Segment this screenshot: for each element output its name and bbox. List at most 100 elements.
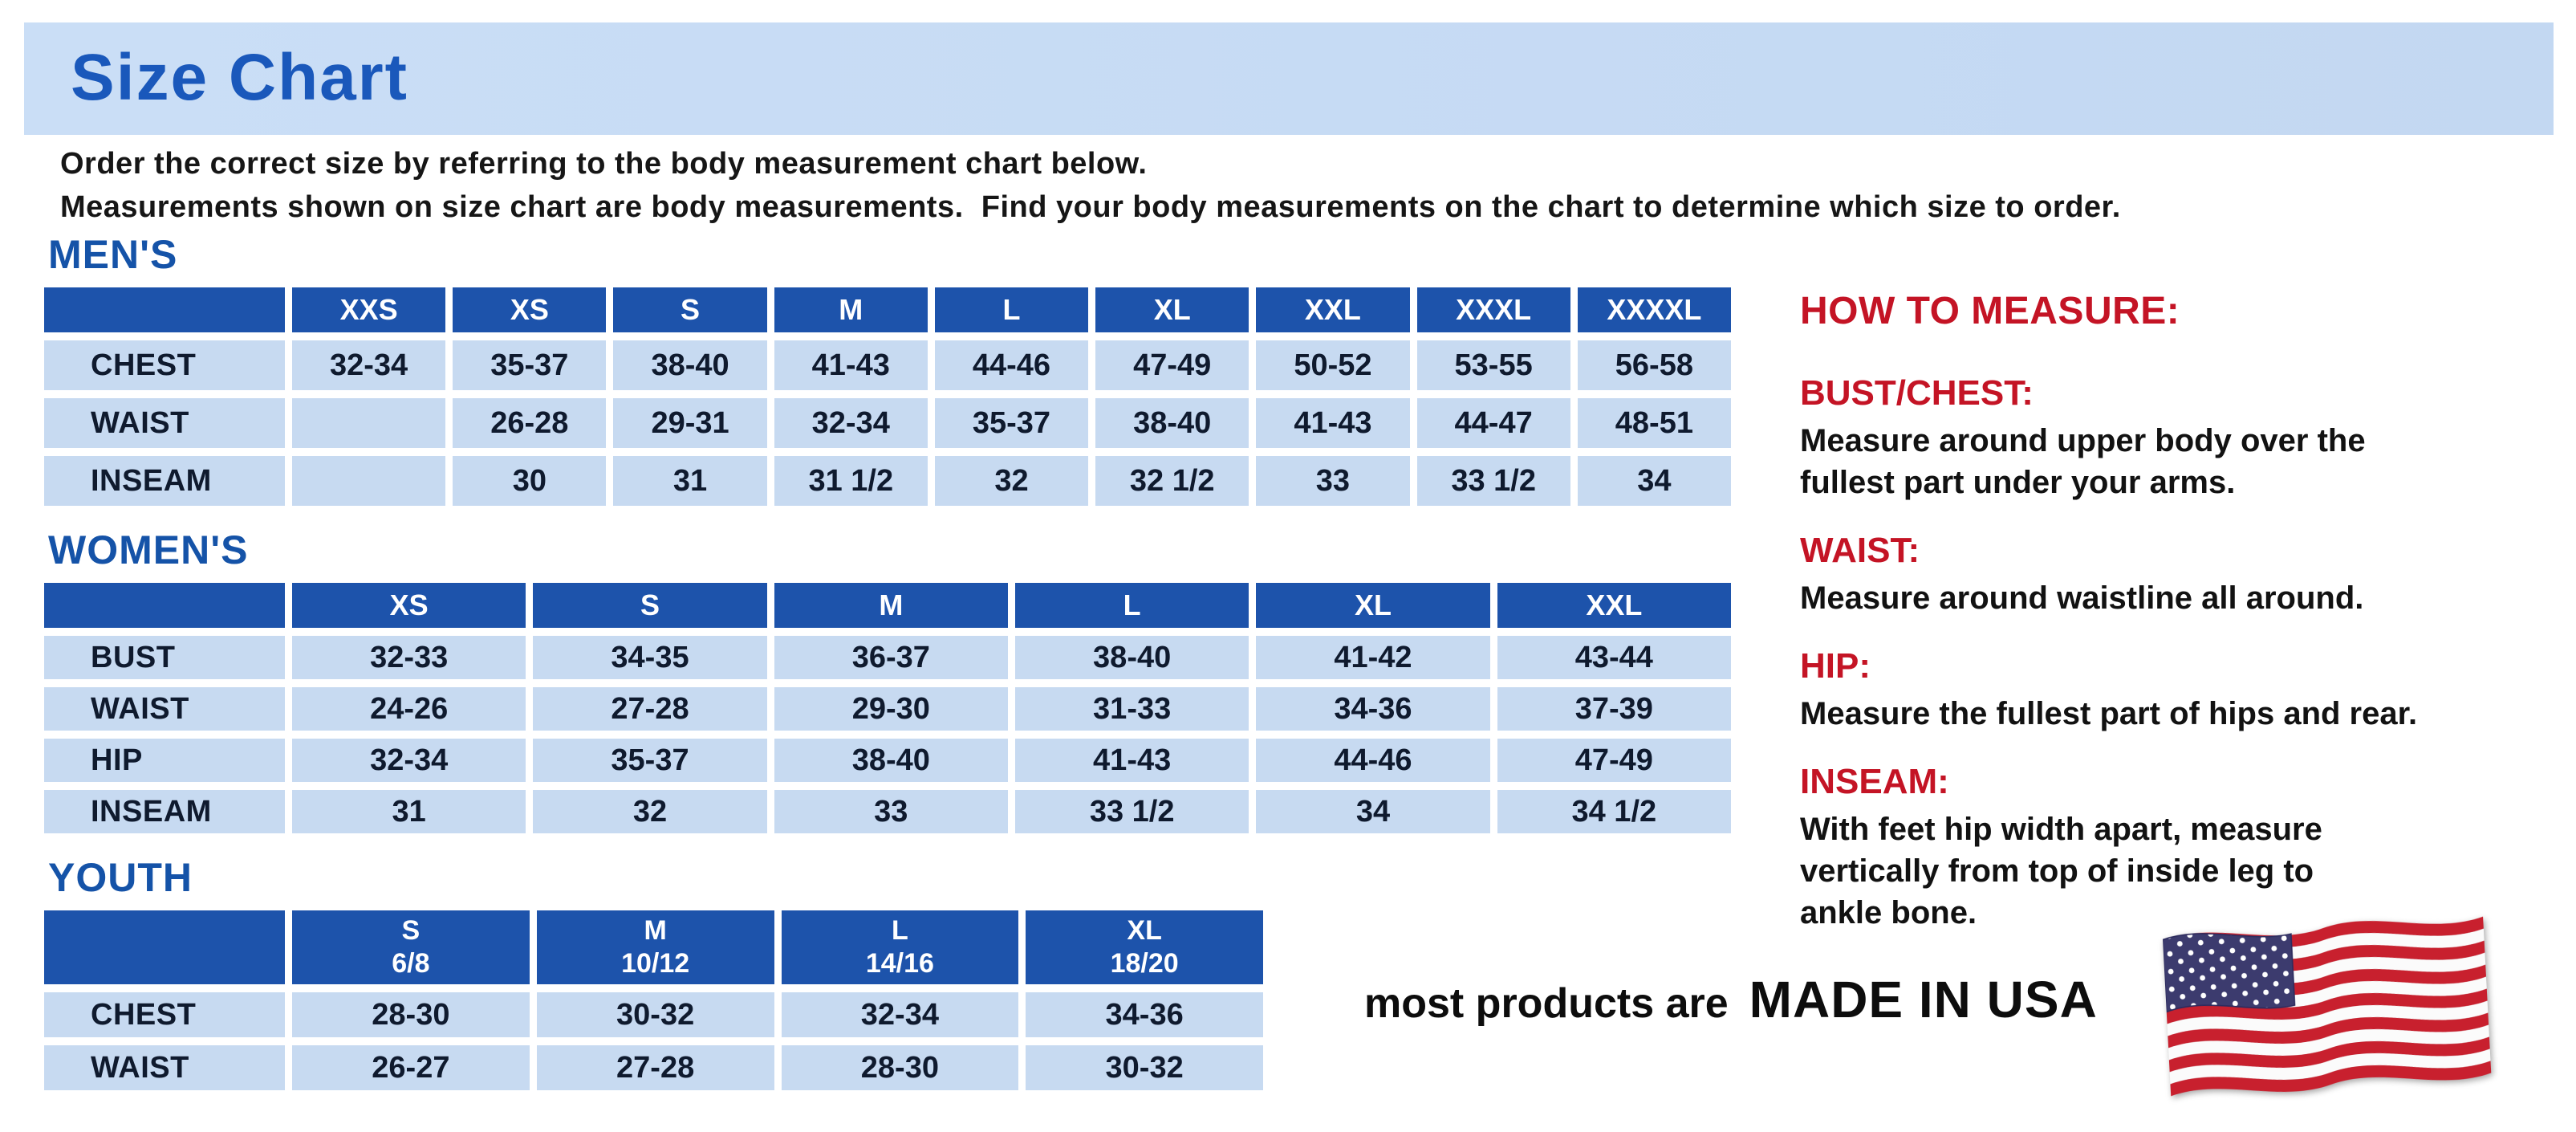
measurement-row-label: WAIST (44, 687, 285, 731)
measurement-row-label: CHEST (44, 340, 285, 390)
intro-line-1: Order the correct size by referring to t… (60, 147, 1148, 181)
size-column-header: M (774, 583, 1008, 628)
size-value-cell: 32-34 (292, 739, 526, 782)
size-value-cell: 41-42 (1256, 636, 1490, 679)
size-value-cell: 38-40 (774, 739, 1008, 782)
table-corner-cell (44, 583, 285, 628)
size-value-cell: 56-58 (1577, 340, 1731, 390)
size-value-cell: 44-46 (1256, 739, 1490, 782)
size-value-cell: 35-37 (533, 739, 767, 782)
measurement-row-label: BUST (44, 636, 285, 679)
size-value-cell: 32 (934, 456, 1089, 506)
size-value-cell: 38-40 (613, 340, 767, 390)
size-value-cell: 34-36 (1026, 992, 1263, 1037)
table-corner-cell (44, 287, 285, 332)
size-value-cell (292, 398, 446, 448)
section-heading-youth: YOUTH (48, 855, 193, 900)
measure-label-inseam: INSEAM: (1800, 762, 1949, 801)
made-in-usa-text: MADE IN USA (1749, 971, 2098, 1028)
size-value-cell: 29-31 (613, 398, 767, 448)
size-value-cell: 32-33 (292, 636, 526, 679)
size-column-header: XXL (1497, 583, 1731, 628)
size-value-cell: 26-27 (292, 1045, 530, 1090)
size-value-cell: 28-30 (781, 1045, 1019, 1090)
measurement-row-label: INSEAM (44, 456, 285, 506)
measure-text-hip: Measure the fullest part of hips and rea… (1800, 696, 2418, 731)
measure-label-hip: HIP: (1800, 646, 1871, 686)
size-value-cell (292, 456, 446, 506)
intro-text: Order the correct size by referring to t… (60, 146, 2121, 233)
size-column-header: M 10/12 (536, 910, 774, 984)
measurement-row-label: WAIST (44, 1045, 285, 1090)
intro-line-2: Measurements shown on size chart are bod… (60, 190, 2121, 224)
measure-label-waist: WAIST: (1800, 531, 1920, 570)
size-column-header: M (774, 287, 928, 332)
size-value-cell: 44-47 (1416, 398, 1570, 448)
youth-size-table: S 6/8 M 10/12 L 14/16 XL 18/20 CHEST 28-30 30-… (37, 902, 1754, 1098)
size-table: S 6/8 M 10/12 L 14/16 XL 18/20 CHEST 28-30 30-… (37, 902, 1270, 1098)
size-value-cell: 47-49 (1095, 340, 1249, 390)
size-column-header: XXS (292, 287, 446, 332)
size-column-header: XS (292, 583, 526, 628)
size-column-header: XXXXL (1577, 287, 1731, 332)
size-value-cell: 37-39 (1497, 687, 1731, 731)
size-value-cell: 29-30 (774, 687, 1008, 731)
size-value-cell: 33 (774, 790, 1008, 833)
measurement-row-label: HIP (44, 739, 285, 782)
size-value-cell: 35-37 (934, 398, 1089, 448)
size-value-cell: 24-26 (292, 687, 526, 731)
size-column-header: L (1014, 583, 1249, 628)
size-table: XS S M L XL XXL BUST 32-33 34-35 36-37 38-40 41-42 4… (37, 575, 1738, 841)
size-value-cell: 41-43 (1014, 739, 1249, 782)
size-value-cell: 28-30 (292, 992, 530, 1037)
size-value-cell: 48-51 (1577, 398, 1731, 448)
size-column-header: XL 18/20 (1026, 910, 1263, 984)
measurement-row-label: WAIST (44, 398, 285, 448)
measurement-row-label: CHEST (44, 992, 285, 1037)
measure-label-bust-chest: BUST/CHEST: (1800, 373, 2034, 413)
size-value-cell: 34-36 (1256, 687, 1490, 731)
how-to-measure-panel: HOW TO MEASURE: BUST/CHEST: Measure arou… (1800, 289, 2546, 934)
size-column-header: XL (1095, 287, 1249, 332)
size-value-cell: 31-33 (1014, 687, 1249, 731)
measure-text-inseam: With feet hip width apart, measure verti… (1800, 812, 2322, 930)
title-banner: Size Chart (24, 22, 2554, 135)
size-value-cell: 30-32 (536, 992, 774, 1037)
size-column-header: L 14/16 (781, 910, 1019, 984)
size-value-cell: 33 (1256, 456, 1410, 506)
size-value-cell: 41-43 (774, 340, 928, 390)
size-value-cell: 32 1/2 (1095, 456, 1249, 506)
usa-flag-icon (2162, 912, 2492, 1112)
size-value-cell: 27-28 (536, 1045, 774, 1090)
size-value-cell: 35-37 (453, 340, 607, 390)
size-column-header: S 6/8 (292, 910, 530, 984)
size-value-cell: 33 1/2 (1416, 456, 1570, 506)
size-value-cell: 43-44 (1497, 636, 1731, 679)
size-table: XXS XS S M L XL XXL XXXL XXXXL CHEST 32-34 35-37 38-… (37, 279, 1738, 514)
size-value-cell: 53-55 (1416, 340, 1570, 390)
size-value-cell: 27-28 (533, 687, 767, 731)
size-value-cell: 33 1/2 (1014, 790, 1249, 833)
section-heading-mens: MEN'S (48, 232, 178, 277)
size-value-cell: 34 (1577, 456, 1731, 506)
size-value-cell: 32-34 (774, 398, 928, 448)
section-heading-womens: WOMEN'S (48, 527, 249, 572)
size-column-header: XXL (1256, 287, 1410, 332)
womens-size-table: XS S M L XL XXL BUST 32-33 34-35 36-37 38-40 41-42 4… (37, 575, 1754, 841)
size-value-cell: 50-52 (1256, 340, 1410, 390)
size-column-header: XL (1256, 583, 1490, 628)
table-corner-cell (44, 910, 285, 984)
made-in-usa-prefix: most products are (1364, 980, 1729, 1027)
measure-text-waist: Measure around waistline all around. (1800, 580, 2364, 616)
measure-text-bust-chest: Measure around upper body over the fulle… (1800, 423, 2366, 500)
size-value-cell: 34 (1256, 790, 1490, 833)
size-value-cell: 31 (292, 790, 526, 833)
made-in-usa-note: most products are MADE IN USA (1364, 970, 2098, 1029)
size-value-cell: 34 1/2 (1497, 790, 1731, 833)
size-value-cell: 41-43 (1256, 398, 1410, 448)
size-column-header: L (934, 287, 1089, 332)
size-value-cell: 38-40 (1095, 398, 1249, 448)
page-title: Size Chart (71, 41, 408, 114)
size-value-cell: 30-32 (1026, 1045, 1263, 1090)
size-column-header: S (533, 583, 767, 628)
